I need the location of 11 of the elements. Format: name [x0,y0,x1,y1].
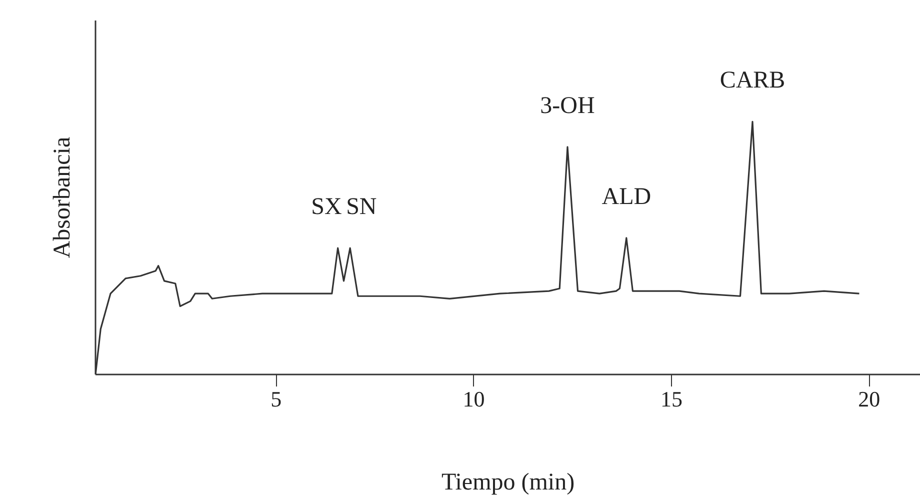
y-axis-title: Absorbancia [50,136,76,258]
annotation: 3-OH [540,92,595,119]
x-tick-label: 15 [660,386,682,412]
x-tick-label: 10 [462,386,485,412]
x-tick-label: 5 [270,386,282,412]
x-tick-label: 20 [858,386,880,412]
annotation: SX [311,194,342,220]
annotation: ALD [602,184,652,210]
x-axis-title: Tiempo (min) [441,470,575,496]
annotation: SN [346,194,377,220]
annotation: CARB [720,68,786,94]
